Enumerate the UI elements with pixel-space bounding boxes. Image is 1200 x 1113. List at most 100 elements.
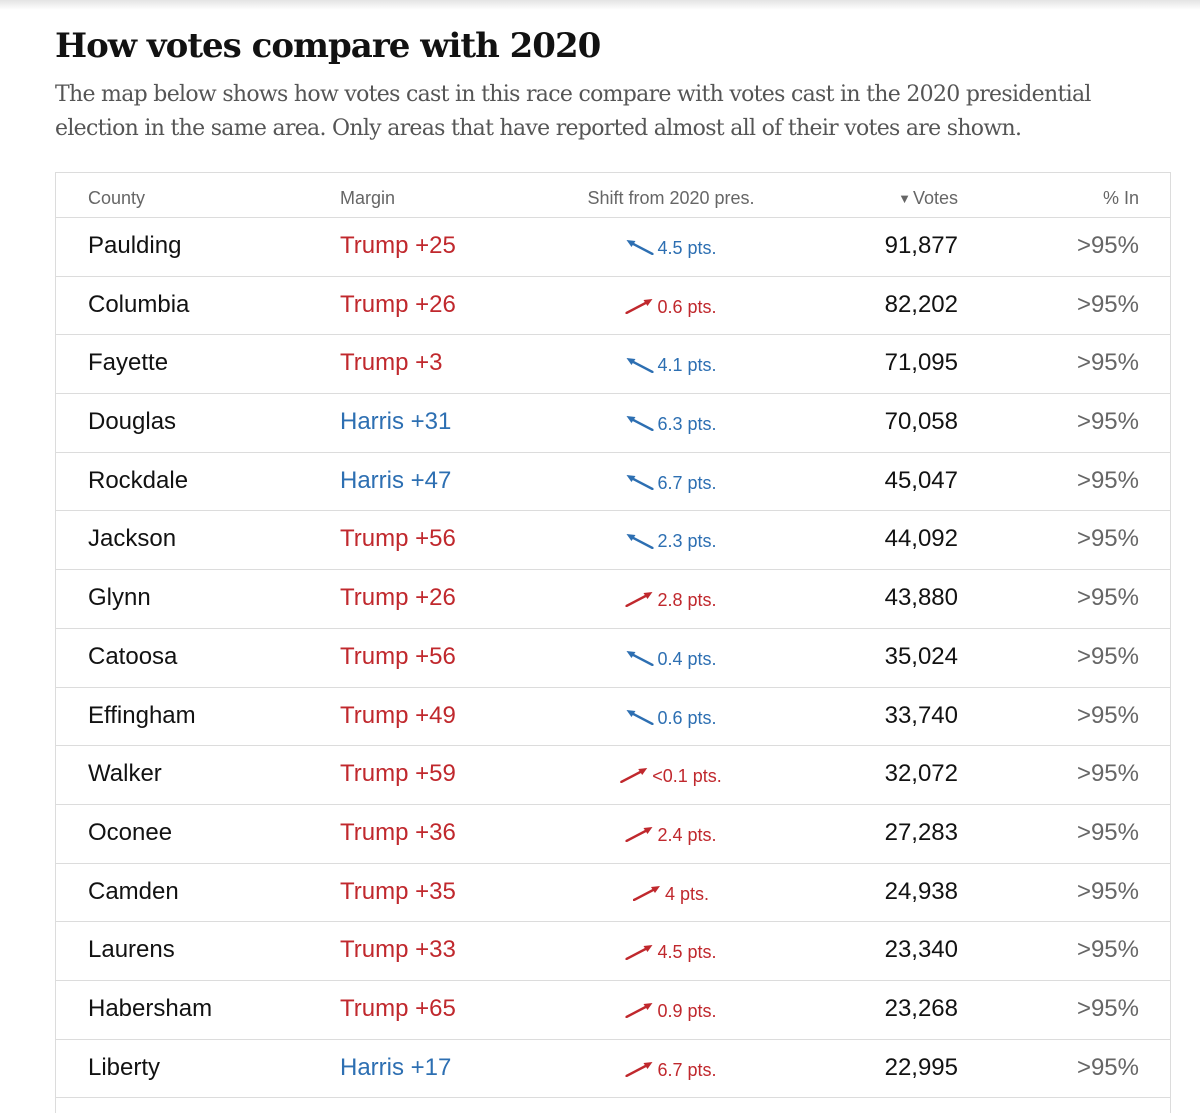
votes-value: 33,740 bbox=[884, 701, 958, 729]
shift-arrow-right-icon bbox=[625, 298, 653, 314]
pct-in-value: >95% bbox=[1076, 994, 1139, 1022]
county-name: Catoosa bbox=[88, 642, 178, 670]
pct-in-value: >95% bbox=[1076, 466, 1139, 494]
shift-arrow-left-icon bbox=[626, 357, 654, 373]
header-county[interactable]: County bbox=[88, 188, 146, 208]
table-row: Paulding Trump +25 4.5 pts. 91,877 >95% bbox=[56, 218, 1170, 277]
pct-in-value: >95% bbox=[1076, 818, 1139, 846]
county-name: Camden bbox=[88, 877, 179, 905]
margin-value: Trump +65 bbox=[340, 994, 456, 1022]
shift-arrow-left-icon bbox=[626, 533, 654, 549]
votes-value: 44,092 bbox=[884, 525, 958, 553]
county-name: Liberty bbox=[88, 1053, 161, 1081]
shift-value: 6.3 pts. bbox=[657, 414, 717, 435]
pct-in-value: >95% bbox=[1076, 642, 1139, 670]
shift-arrow-left-icon bbox=[626, 240, 654, 256]
votes-value: 91,877 bbox=[884, 232, 958, 259]
shift-arrow-left-icon bbox=[626, 651, 654, 667]
margin-value: Trump +26 bbox=[340, 290, 456, 318]
shift-value: 0.6 pts. bbox=[657, 707, 717, 728]
votes-value: 27,283 bbox=[884, 818, 958, 846]
margin-value: Trump +56 bbox=[340, 642, 456, 670]
shift-value: 0.4 pts. bbox=[657, 648, 717, 669]
table-row: Laurens Trump +33 4.5 pts. 23,340 >95% bbox=[56, 922, 1170, 981]
votes-value: 70,058 bbox=[884, 408, 958, 436]
shift-arrow-right-icon bbox=[625, 827, 653, 843]
table-row: Effingham Trump +49 0.6 pts. 33,740 >95% bbox=[56, 688, 1170, 747]
pct-in-value: >95% bbox=[1076, 760, 1139, 788]
votes-value: 82,202 bbox=[884, 290, 958, 318]
table-body: Paulding Trump +25 4.5 pts. 91,877 >95% Colum… bbox=[56, 218, 1170, 1099]
shift-arrow-right-icon bbox=[620, 768, 648, 784]
header-margin[interactable]: Margin bbox=[340, 188, 396, 208]
votes-value: 23,340 bbox=[884, 936, 958, 964]
shift-arrow-left-icon bbox=[626, 416, 654, 432]
header-votes[interactable]: ▼ Votes bbox=[898, 188, 958, 210]
county-name: Walker bbox=[88, 760, 162, 788]
shift-value: 4.1 pts. bbox=[657, 355, 717, 376]
shift-arrow-right-icon bbox=[625, 1003, 653, 1019]
table-row: Walker Trump +59 <0.1 pts. 32,072 >95% bbox=[56, 746, 1170, 805]
shift-value: 6.7 pts. bbox=[657, 472, 717, 493]
county-name: Columbia bbox=[88, 290, 190, 318]
shift-value: 2.8 pts. bbox=[657, 590, 717, 611]
county-name: Paulding bbox=[88, 232, 182, 259]
table-row: Jackson Trump +56 2.3 pts. 44,092 >95% bbox=[56, 511, 1170, 571]
pct-in-value: >95% bbox=[1076, 290, 1139, 318]
margin-value: Trump +56 bbox=[340, 525, 456, 553]
county-name: Jackson bbox=[88, 525, 177, 553]
table-row: Catoosa Trump +56 0.4 pts. 35,024 >95% bbox=[56, 629, 1170, 688]
shift-arrow-right-icon bbox=[625, 592, 653, 608]
shift-arrow-right-icon bbox=[632, 885, 660, 901]
pct-in-value: >95% bbox=[1076, 584, 1139, 612]
county-name: Glynn bbox=[88, 584, 151, 612]
county-name: Habersham bbox=[88, 994, 213, 1022]
table-row: Habersham Trump +65 0.9 pts. 23,268 >95% bbox=[56, 981, 1170, 1040]
page-subtitle: The map below shows how votes cast in th… bbox=[55, 82, 1091, 141]
votes-value: 45,047 bbox=[884, 466, 958, 494]
county-name: Effingham bbox=[88, 701, 196, 729]
votes-value: 35,024 bbox=[884, 642, 958, 670]
shift-value: 2.4 pts. bbox=[657, 824, 717, 845]
header-pct-in[interactable]: % In bbox=[1102, 188, 1139, 208]
county-name: Fayette bbox=[88, 349, 169, 377]
margin-value: Trump +26 bbox=[340, 584, 456, 612]
results-table: County Margin Shift from 2020 pres. ▼ Vot… bbox=[55, 172, 1171, 1113]
table-row: Glynn Trump +26 2.8 pts. 43,880 >95% bbox=[56, 570, 1170, 629]
shift-value: 4.5 pts. bbox=[657, 238, 717, 258]
pct-in-value: >95% bbox=[1076, 232, 1139, 259]
header-votes-label: Votes bbox=[912, 188, 958, 208]
votes-value: 23,268 bbox=[884, 994, 958, 1022]
county-name: Oconee bbox=[88, 818, 173, 846]
shift-value: 4.5 pts. bbox=[657, 942, 717, 963]
pct-in-value: >95% bbox=[1076, 408, 1139, 436]
pct-in-value: >95% bbox=[1076, 936, 1139, 964]
shift-value: 6.7 pts. bbox=[657, 1059, 717, 1080]
shift-value: 0.9 pts. bbox=[657, 1000, 717, 1021]
table-row: Camden Trump +35 4 pts. 24,938 >95% bbox=[56, 864, 1170, 923]
top-shadow bbox=[0, 0, 1200, 10]
votes-value: 43,880 bbox=[884, 584, 958, 612]
votes-value: 32,072 bbox=[884, 760, 958, 788]
table-row: Douglas Harris +31 6.3 pts. 70,058 >95% bbox=[56, 394, 1170, 453]
margin-value: Harris +31 bbox=[340, 408, 452, 436]
shift-arrow-right-icon bbox=[625, 1061, 653, 1077]
table-row: Oconee Trump +36 2.4 pts. 27,283 >95% bbox=[56, 805, 1170, 864]
table-row: Fayette Trump +3 4.1 pts. 71,095 >95% bbox=[56, 335, 1170, 395]
votes-value: 22,995 bbox=[884, 1053, 958, 1081]
votes-value: 24,938 bbox=[884, 877, 958, 905]
margin-value: Trump +35 bbox=[340, 877, 456, 905]
margin-value: Trump +59 bbox=[340, 760, 456, 788]
table-row: Rockdale Harris +47 6.7 pts. 45,047 >95% bbox=[56, 453, 1170, 512]
table-row: Columbia Trump +26 0.6 pts. 82,202 >95% bbox=[56, 277, 1170, 336]
margin-value: Trump +3 bbox=[340, 349, 443, 377]
margin-value: Trump +36 bbox=[340, 818, 456, 846]
margin-value: Trump +49 bbox=[340, 701, 456, 729]
pct-in-value: >95% bbox=[1076, 701, 1139, 729]
shift-arrow-left-icon bbox=[626, 475, 654, 490]
county-name: Rockdale bbox=[88, 466, 189, 494]
margin-value: Trump +25 bbox=[340, 232, 456, 259]
margin-value: Harris +47 bbox=[340, 466, 452, 494]
table-header: County Margin Shift from 2020 pres. ▼ Vot… bbox=[56, 173, 1170, 218]
pct-in-value: >95% bbox=[1076, 525, 1139, 553]
